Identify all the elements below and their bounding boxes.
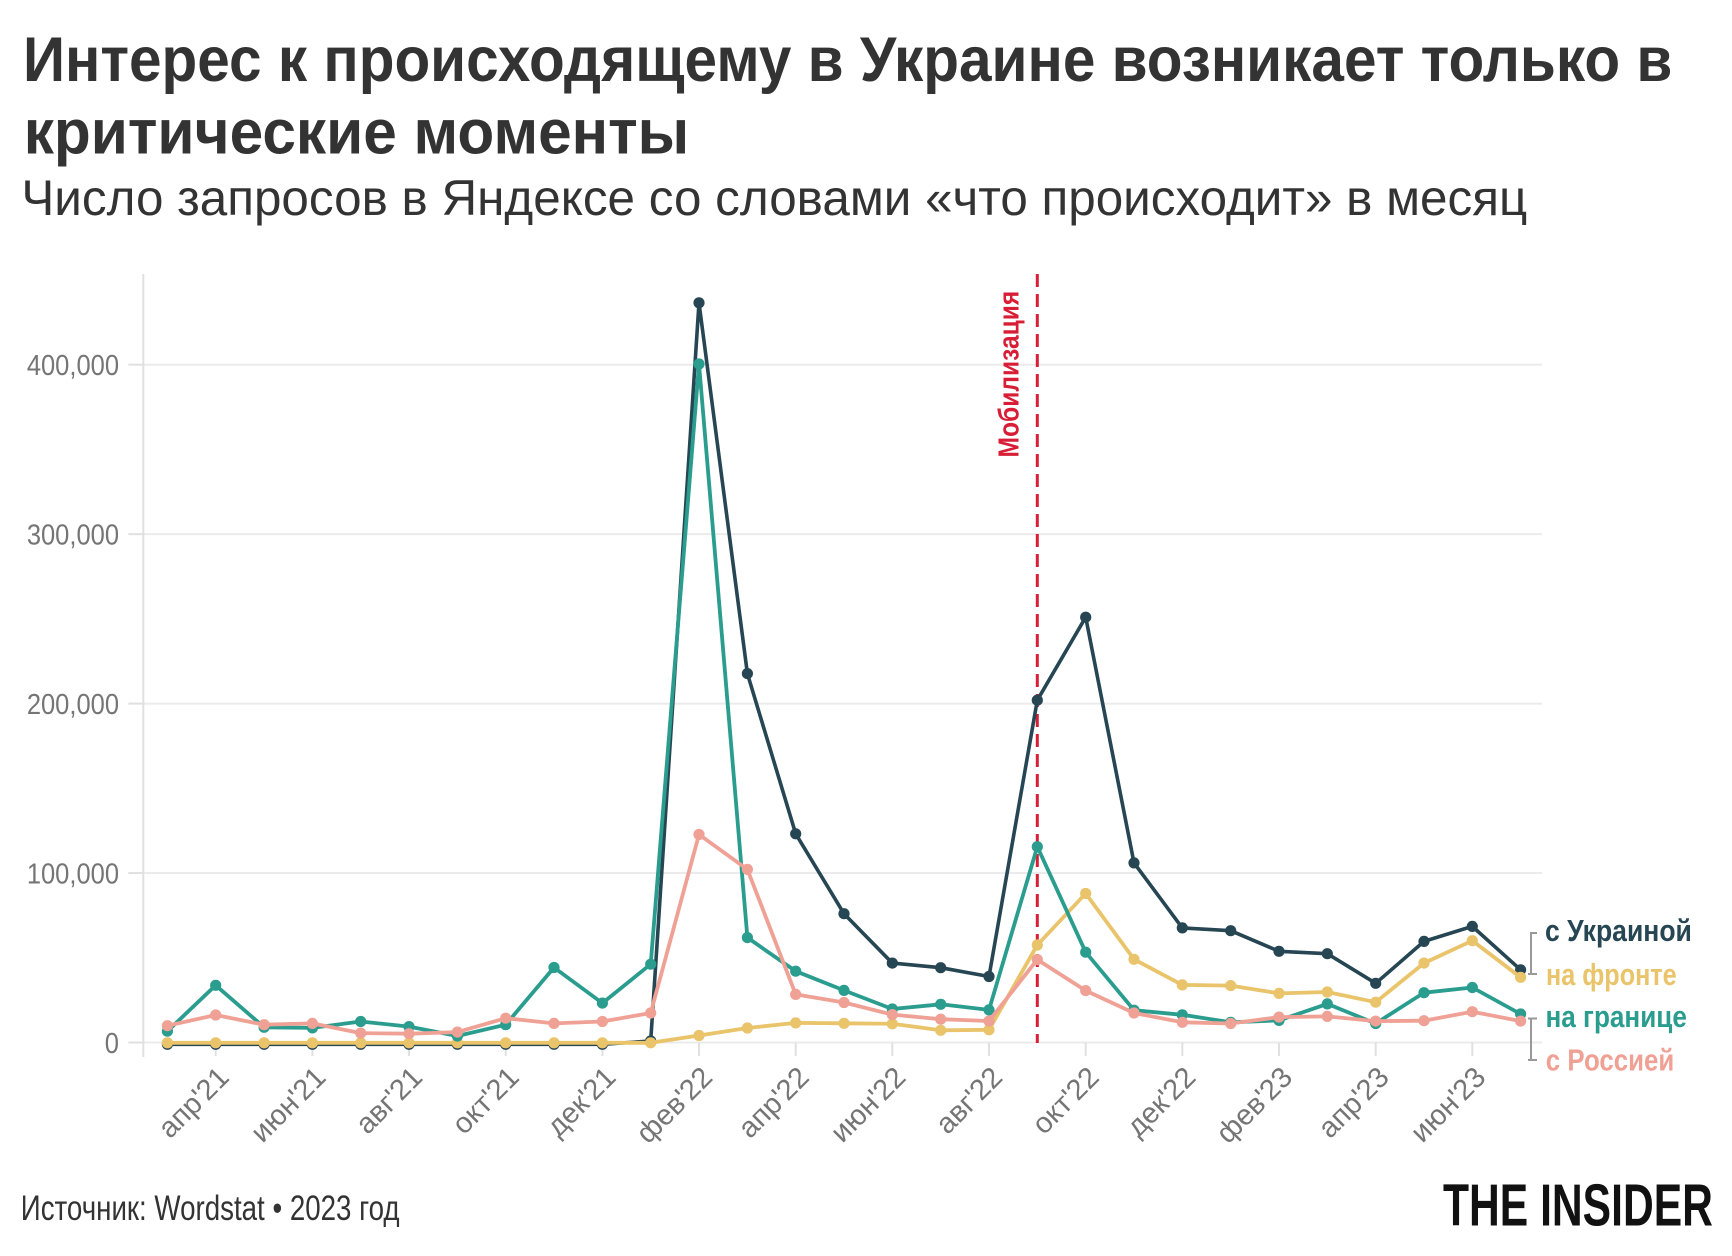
svg-text:с Украиной: с Украиной [1545, 914, 1692, 948]
svg-text:Мобилизация: Мобилизация [993, 291, 1025, 458]
svg-text:400,000: 400,000 [27, 349, 119, 382]
svg-text:200,000: 200,000 [27, 688, 119, 721]
svg-text:300,000: 300,000 [27, 518, 119, 551]
svg-text:на фронте: на фронте [1546, 956, 1677, 991]
svg-text:THE INSIDER: THE INSIDER [1443, 1172, 1713, 1238]
svg-text:на границе: на границе [1546, 1000, 1687, 1035]
svg-text:0: 0 [105, 1026, 119, 1059]
svg-text:Число запросов в Яндексе со сл: Число запросов в Яндексе со словами «что… [21, 170, 1527, 226]
svg-text:100,000: 100,000 [27, 857, 119, 890]
svg-text:критические моменты: критические моменты [24, 98, 690, 168]
svg-text:Источник: Wordstat • 2023 год: Источник: Wordstat • 2023 год [21, 1188, 400, 1228]
svg-text:Интерес к происходящему в Укра: Интерес к происходящему в Украине возник… [23, 24, 1672, 94]
svg-text:с Россией: с Россией [1546, 1043, 1674, 1078]
